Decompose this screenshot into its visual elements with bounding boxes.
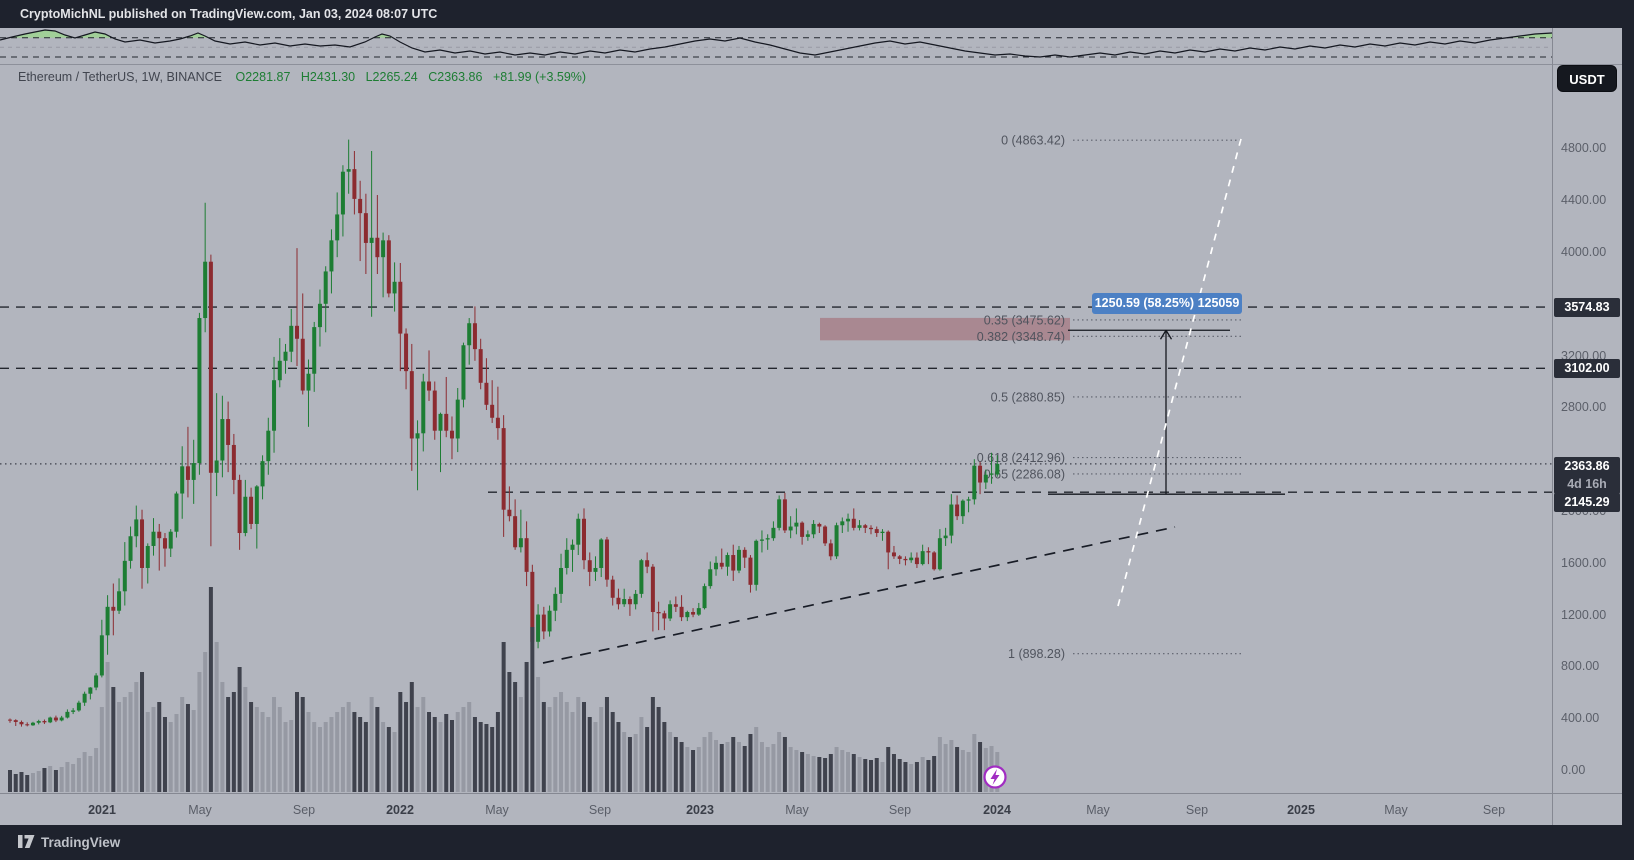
- lightning-marker[interactable]: [983, 765, 1007, 789]
- legend-high: H2431.30: [300, 70, 356, 84]
- volume-series: [8, 587, 1000, 792]
- price-range-tool[interactable]: [1048, 329, 1285, 495]
- time-axis[interactable]: 2021 May Sep 2022 May Sep 2023 May Sep 2024 May Sep…: [0, 793, 1622, 825]
- bar-countdown: 4d 16h: [1567, 477, 1607, 492]
- fib-level-label: 0 (4863.42): [1001, 134, 1065, 148]
- time-tick-label: 2024: [983, 802, 1011, 817]
- time-tick-label: May: [1086, 802, 1110, 817]
- time-tick-label: 2025: [1287, 802, 1315, 817]
- footer-bar: TradingView: [0, 825, 1634, 860]
- tradingview-logo-text: TradingView: [41, 834, 121, 850]
- pane-separator[interactable]: [0, 64, 1622, 65]
- time-tick-label: Sep: [292, 802, 316, 817]
- time-tick-label: Sep: [1185, 802, 1209, 817]
- attribution-bar: CryptoMichNL published on TradingView.co…: [0, 0, 1634, 28]
- candlestick-series: [8, 139, 1000, 727]
- time-tick-label: May: [785, 802, 809, 817]
- chart-background: [0, 28, 1622, 825]
- time-tick-label: May: [485, 802, 509, 817]
- fib-level-label: 0.5 (2880.85): [991, 390, 1065, 404]
- last-price-badge: 2363.86: [1564, 459, 1610, 474]
- price-level-badge: 3102.00: [1554, 358, 1620, 378]
- fib-level-label: 0.35 (3475.62): [984, 313, 1065, 327]
- time-tick-label: 2022: [386, 802, 414, 817]
- legend-low: L2265.24: [365, 70, 418, 84]
- tradingview-logo[interactable]: TradingView: [18, 834, 120, 850]
- time-tick-label: Sep: [1482, 802, 1506, 817]
- price-level-badge: 3574.83: [1554, 297, 1620, 317]
- price-range-tool-label[interactable]: 1250.59 (58.25%) 125059: [1092, 293, 1242, 314]
- tradingview-logo-icon: [18, 835, 35, 848]
- legend-change: +81.99 (+3.59%): [492, 70, 587, 84]
- overview-strip: [0, 29, 1553, 58]
- price-tick-label: 4400.00: [1561, 193, 1607, 208]
- time-tick-label: Sep: [888, 802, 912, 817]
- fib-level-label: 0.618 (2412.96): [977, 451, 1065, 465]
- currency-usdt-button[interactable]: USDT: [1557, 65, 1617, 92]
- price-tick-label: 2800.00: [1561, 400, 1607, 415]
- price-tick-label: 800.00: [1561, 659, 1600, 674]
- price-level-badge: 2145.29: [1554, 492, 1620, 512]
- price-tick-label: 4000.00: [1561, 245, 1607, 259]
- time-tick-label: 2023: [686, 802, 714, 817]
- supply-zone[interactable]: [820, 317, 1070, 341]
- legend-close: C2363.86: [428, 70, 483, 84]
- projection-line-drawing[interactable]: [1117, 134, 1243, 607]
- time-tick-label: 2021: [88, 802, 116, 817]
- fib-level-label: 0.65 (2286.08): [984, 467, 1065, 481]
- price-tick-label: 4800.00: [1561, 141, 1607, 156]
- current-price-badge: 2363.86 4d 16h: [1554, 457, 1620, 495]
- fib-level-label: 1 (898.28): [1008, 647, 1065, 661]
- attribution-text: CryptoMichNL published on TradingView.co…: [20, 7, 438, 21]
- price-tick-label: 400.00: [1561, 711, 1600, 726]
- symbol-title[interactable]: Ethereum / TetherUS, 1W, BINANCE: [18, 70, 223, 84]
- time-tick-label: May: [188, 802, 212, 817]
- price-axis[interactable]: USDT 4800.00 4400.00 4000.00 3200.00 2800.00…: [1553, 28, 1622, 793]
- price-chart-pane[interactable]: 0 (4863.42) 0.35 (3475.62) 0.382 (3348.74)…: [0, 28, 1622, 793]
- price-tick-label: 1200.00: [1561, 607, 1607, 622]
- price-tick-label: 1600.00: [1561, 555, 1607, 570]
- trendline-drawing[interactable]: [542, 526, 1176, 664]
- legend-open: O2281.87: [235, 70, 291, 84]
- chart-legend: Ethereum / TetherUS, 1W, BINANCE O2281.8…: [18, 70, 593, 84]
- price-tick-label: 0.00: [1561, 763, 1586, 777]
- axis-separator: [1552, 28, 1553, 825]
- fib-level-label: 0.382 (3348.74): [977, 330, 1065, 344]
- time-tick-label: Sep: [588, 802, 612, 817]
- fib-retracement[interactable]: 0 (4863.42) 0.35 (3475.62) 0.382 (3348.74)…: [977, 134, 1243, 661]
- time-tick-label: May: [1384, 802, 1408, 817]
